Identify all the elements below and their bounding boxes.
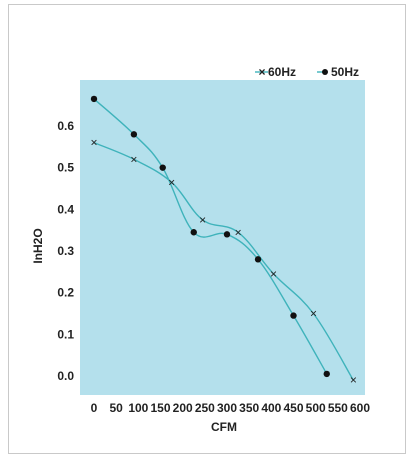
point-50hz bbox=[254, 256, 262, 263]
y-tick-label: 0.1 bbox=[57, 327, 74, 341]
y-axis-ticks: 0.0 0.1 0.2 0.3 0.4 0.5 0.6 bbox=[57, 119, 74, 383]
point-60hz: × bbox=[270, 267, 277, 281]
x-tick-label: 100 bbox=[128, 401, 148, 415]
y-tick-label: 0.3 bbox=[57, 244, 74, 258]
legend-60hz-label: 60Hz bbox=[268, 65, 296, 79]
point-50hz bbox=[290, 312, 297, 319]
x-tick-label: 600 bbox=[350, 401, 370, 415]
series-markers: × × × × × × × × bbox=[90, 95, 357, 387]
x-tick-label: 150 bbox=[150, 401, 170, 415]
legend-60hz-marker: × bbox=[258, 65, 265, 79]
y-tick-label: 0.0 bbox=[57, 369, 74, 383]
point-60hz: × bbox=[310, 307, 317, 321]
point-60hz: × bbox=[350, 373, 357, 387]
point-60hz: × bbox=[199, 213, 206, 227]
y-tick-label: 0.2 bbox=[57, 286, 74, 300]
point-50hz bbox=[323, 370, 330, 378]
x-axis-label: CFM bbox=[211, 420, 237, 434]
point-50hz bbox=[159, 164, 166, 171]
x-axis-ticks: 0 50 100 150 200 250 300 350 400 450 500 550 600 bbox=[91, 401, 371, 415]
x-tick-label: 350 bbox=[239, 401, 259, 415]
x-tick-label: 550 bbox=[328, 401, 348, 415]
point-50hz bbox=[130, 131, 138, 138]
point-50hz bbox=[190, 229, 197, 236]
x-tick-label: 200 bbox=[173, 401, 193, 415]
point-60hz: × bbox=[130, 152, 137, 166]
y-tick-label: 0.5 bbox=[57, 161, 74, 175]
y-tick-label: 0.6 bbox=[57, 119, 74, 133]
x-tick-label: 50 bbox=[109, 401, 123, 415]
plot-area bbox=[80, 80, 365, 395]
point-60hz: × bbox=[235, 225, 242, 239]
legend-50hz-marker bbox=[322, 69, 328, 75]
y-axis-label: InH2O bbox=[31, 228, 45, 263]
x-tick-label: 450 bbox=[283, 401, 303, 415]
legend-50hz-label: 50Hz bbox=[331, 65, 359, 79]
x-tick-label: 250 bbox=[195, 401, 215, 415]
point-60hz: × bbox=[168, 175, 175, 189]
point-50hz bbox=[223, 231, 231, 238]
point-60hz: × bbox=[90, 136, 97, 150]
x-tick-label: 300 bbox=[217, 401, 237, 415]
x-tick-label: 500 bbox=[306, 401, 326, 415]
legend: × 60Hz 50Hz bbox=[255, 65, 359, 79]
y-tick-label: 0.4 bbox=[57, 202, 74, 216]
x-tick-label: 0 bbox=[91, 401, 98, 415]
x-tick-label: 400 bbox=[261, 401, 281, 415]
series-line-60hz bbox=[93, 142, 354, 381]
point-50hz bbox=[90, 95, 98, 103]
